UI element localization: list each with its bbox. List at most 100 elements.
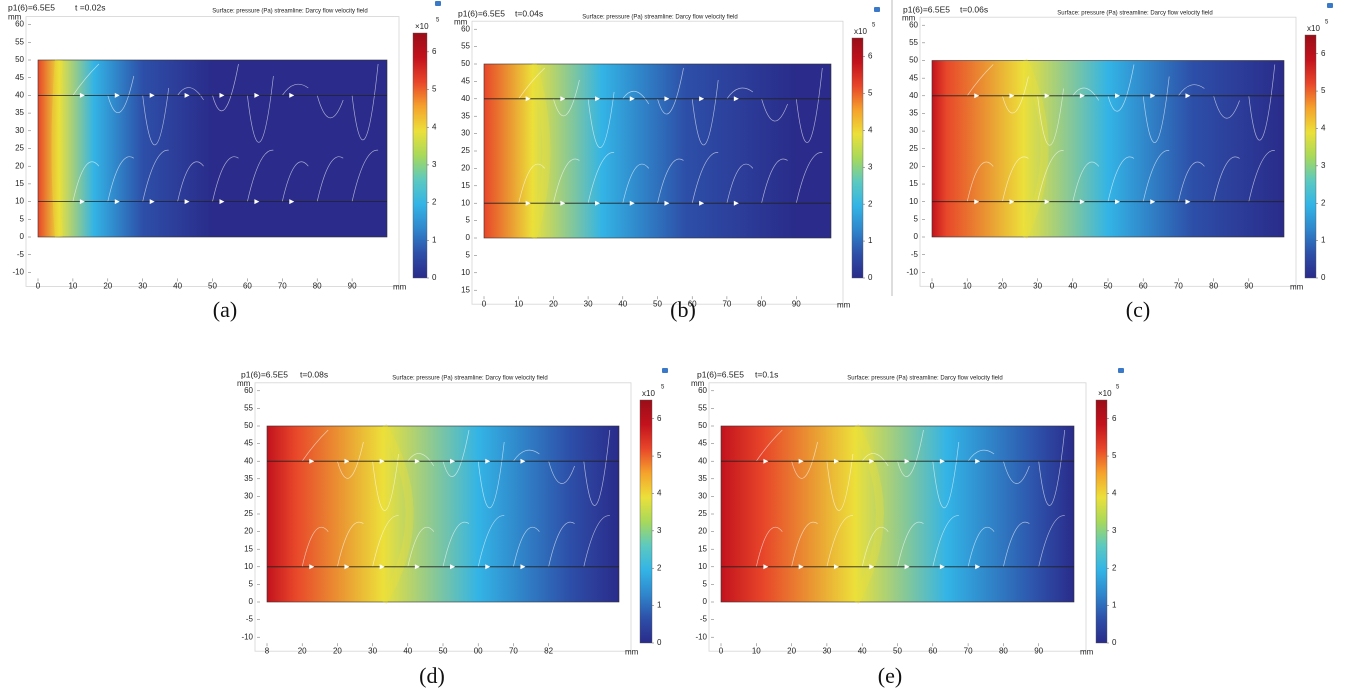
x-tick-label: 10 xyxy=(752,646,761,655)
colorbar xyxy=(639,399,653,644)
parameter-label: p1(6)=6.5E5 xyxy=(903,4,950,14)
streamline xyxy=(247,149,274,202)
colorbar-tick-label: 0 xyxy=(657,638,662,647)
y-tick-label: 20 xyxy=(909,162,918,171)
y-tick-label: 10 xyxy=(698,562,707,571)
flow-arrow xyxy=(114,92,120,98)
y-tick-label: 25 xyxy=(909,144,918,153)
x-tick-label: 30 xyxy=(1033,281,1042,290)
y-tick-label: 0 xyxy=(20,232,25,241)
colorbar xyxy=(1095,399,1108,644)
streamline xyxy=(1213,156,1240,202)
streamline xyxy=(657,158,684,204)
colorbar-tick-label: 6 xyxy=(432,47,437,56)
flow-arrow xyxy=(1115,93,1121,99)
parameter-label: p1(6)=6.5E5 xyxy=(458,8,505,18)
streamline xyxy=(212,156,239,202)
y-tick-label: -10 xyxy=(12,268,24,277)
front-shape xyxy=(851,424,884,604)
plot-title: Surface: pressure (Pa) streamline: Darcy… xyxy=(582,15,737,21)
flow-arrow xyxy=(974,199,980,205)
colorbar-exponent: 5 xyxy=(1116,385,1120,391)
x-tick-label: 60 xyxy=(1139,281,1148,290)
caption: (b) xyxy=(670,297,696,322)
flow-arrow xyxy=(114,199,120,205)
pressure-field xyxy=(266,425,620,603)
colorbar-tick-label: 3 xyxy=(657,526,662,535)
time-label: t=0.04s xyxy=(515,8,543,18)
y-tick-label: 50 xyxy=(15,55,24,64)
x-tick-label: 0 xyxy=(930,281,935,290)
y-tick-label: 40 xyxy=(461,94,470,103)
flow-arrow xyxy=(664,200,670,206)
colorbar xyxy=(1304,34,1317,279)
flow-arrow xyxy=(1150,93,1156,99)
colorbar-scale: x10 xyxy=(642,389,655,398)
streamline xyxy=(1107,156,1135,202)
flow-arrow xyxy=(309,564,315,570)
streamline xyxy=(726,87,754,99)
x-tick-label: 40 xyxy=(1068,281,1077,290)
time-label: t =0.02s xyxy=(75,2,105,12)
colorbar-tick-label: 0 xyxy=(1321,273,1326,282)
streamline xyxy=(861,453,889,467)
colorbar-tick-label: 1 xyxy=(432,235,437,244)
flow-arrow xyxy=(254,92,260,98)
streamline xyxy=(553,79,580,117)
streamline xyxy=(583,429,611,506)
y-tick-label: 30 xyxy=(909,126,918,135)
x-tick-label: 82 xyxy=(544,646,553,655)
pressure-field xyxy=(483,63,832,239)
streamline xyxy=(1037,150,1064,202)
streamline xyxy=(372,515,399,567)
flow-arrow xyxy=(869,564,875,570)
streamline xyxy=(442,521,470,567)
x-tick-label: 60 xyxy=(928,646,937,655)
x-tick-label: 40 xyxy=(858,646,867,655)
x-tick-label: 80 xyxy=(1209,281,1218,290)
y-tick-label: 10 xyxy=(244,562,253,571)
plot-frame xyxy=(919,16,1297,287)
plot-title: Surface: pressure (Pa) streamline: Darcy… xyxy=(1057,11,1212,17)
x-tick-label: 20 xyxy=(333,646,342,655)
y-tick-label: 35 xyxy=(698,474,707,483)
flow-arrow xyxy=(664,96,670,102)
streamline xyxy=(301,429,329,462)
y-tick-label: 30 xyxy=(461,129,470,138)
flow-arrow xyxy=(414,564,420,570)
streamline xyxy=(795,152,823,204)
y-tick-label: 55 xyxy=(909,38,918,47)
x-tick-label: 20 xyxy=(787,646,796,655)
x-tick-label: 60 xyxy=(688,299,697,308)
y-tick-label: 40 xyxy=(698,456,707,465)
flow-arrow xyxy=(560,96,566,102)
flow-arrow xyxy=(1185,199,1191,205)
y-tick-label: 45 xyxy=(15,73,24,82)
streamline xyxy=(691,79,719,146)
flow-arrow xyxy=(485,458,491,464)
x-tick-label: 50 xyxy=(439,646,448,655)
toolbar-icon xyxy=(435,1,441,6)
y-tick-label: 25 xyxy=(15,144,24,153)
x-unit: mm xyxy=(1290,282,1304,291)
x-tick-label: 0 xyxy=(482,299,487,308)
colorbar-tick-label: 3 xyxy=(1112,526,1117,535)
y-tick-label: -5 xyxy=(246,615,254,624)
colorbar-tick-label: 3 xyxy=(432,160,437,169)
flow-arrow xyxy=(520,458,526,464)
colorbar-tick-label: 4 xyxy=(1321,124,1326,133)
streamline xyxy=(726,163,754,204)
streamline xyxy=(316,156,344,202)
y-tick-label: 30 xyxy=(15,126,24,135)
flow-arrow xyxy=(520,564,526,570)
x-tick-label: 30 xyxy=(138,282,147,291)
y-tick-label: 15 xyxy=(909,179,918,188)
x-tick-label: 50 xyxy=(893,646,902,655)
colorbar-exponent: 5 xyxy=(872,23,876,29)
x-tick-label: 0 xyxy=(36,282,41,291)
x-unit: mm xyxy=(1080,647,1094,656)
flow-arrow xyxy=(184,199,190,205)
streamline xyxy=(1003,461,1030,484)
y-unit: mm xyxy=(902,13,916,22)
